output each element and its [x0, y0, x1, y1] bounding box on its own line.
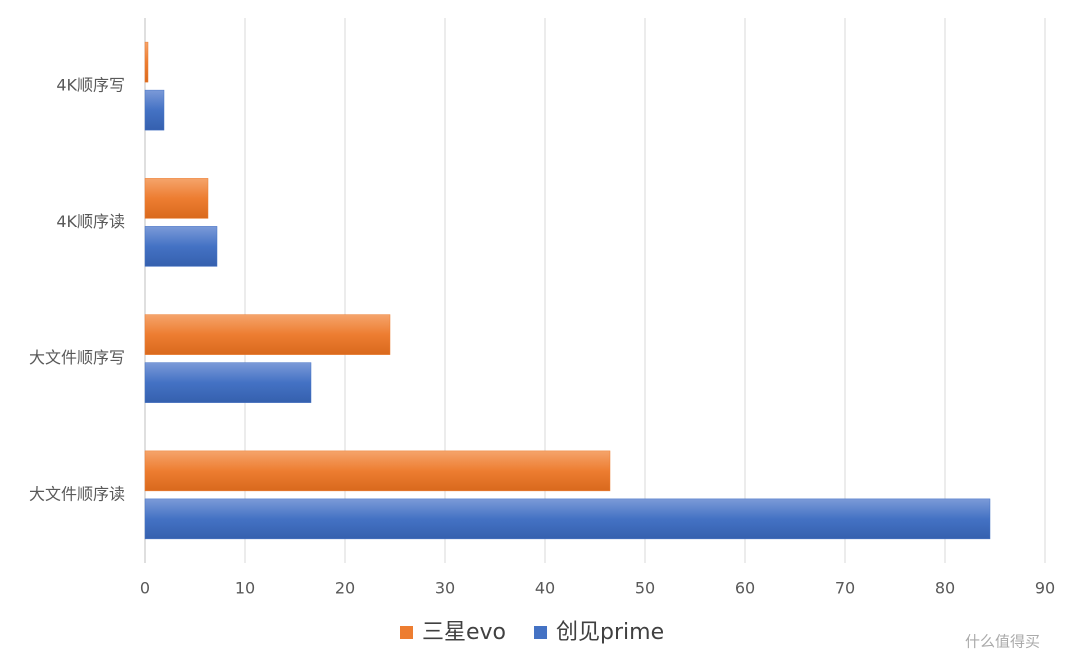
- y-tick-label: 大文件顺序写: [29, 348, 125, 367]
- bar: [144, 450, 611, 492]
- x-tick-label: 80: [935, 579, 955, 598]
- bar: [144, 178, 209, 219]
- y-tick-label: 大文件顺序读: [29, 484, 125, 503]
- legend-label: 三星evo: [422, 620, 506, 645]
- y-tick-label: 4K顺序读: [56, 212, 125, 231]
- x-tick-label: 0: [140, 579, 150, 598]
- x-tick-label: 40: [535, 579, 555, 598]
- x-tick-label: 30: [435, 579, 455, 598]
- legend: 三星evo 创见prime: [400, 620, 664, 645]
- x-tick-label: 50: [635, 579, 655, 598]
- bar: [144, 498, 991, 540]
- x-tick-label: 70: [835, 579, 855, 598]
- legend-swatch: [534, 626, 548, 639]
- y-tick-label: 4K顺序写: [56, 76, 125, 95]
- x-tick-label: 90: [1035, 579, 1055, 598]
- bar: [144, 41, 149, 83]
- bar: [144, 314, 391, 355]
- bar: [144, 226, 218, 267]
- x-tick-label: 60: [735, 579, 755, 598]
- legend-swatch: [400, 626, 413, 639]
- x-tick-label: 20: [335, 579, 355, 598]
- watermark: 什么值得买: [965, 633, 1040, 651]
- bar: [144, 362, 312, 403]
- bar: [144, 89, 165, 131]
- legend-label: 创见prime: [556, 620, 664, 645]
- x-tick-label: 10: [235, 579, 255, 598]
